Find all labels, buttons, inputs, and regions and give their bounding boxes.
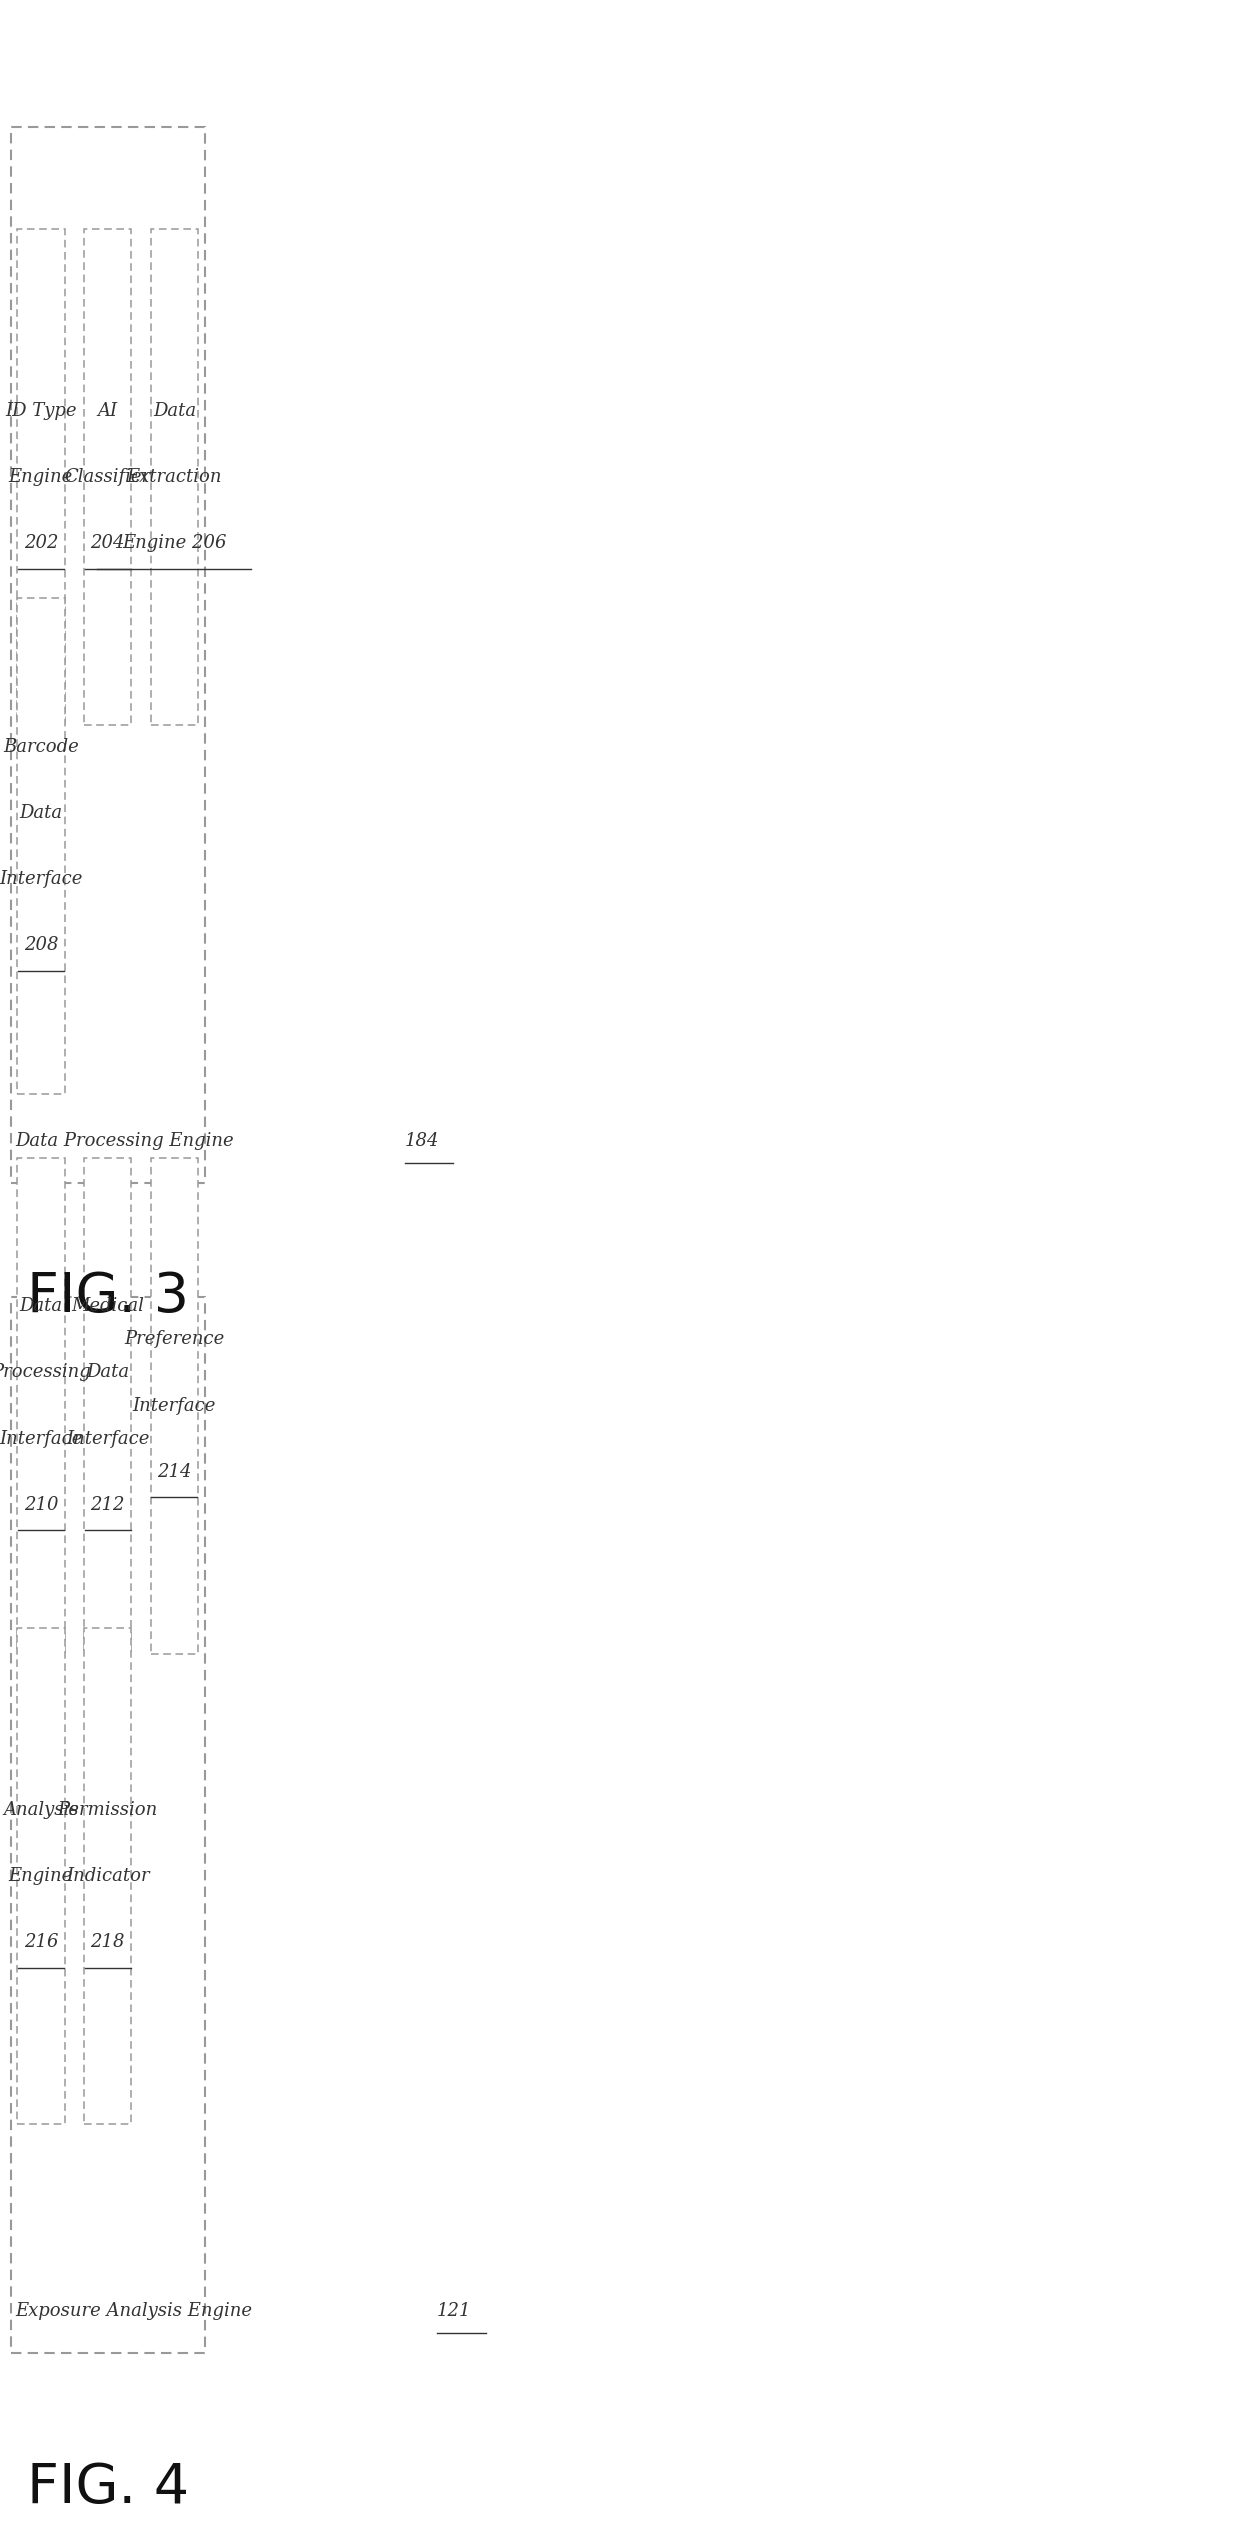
Bar xyxy=(17,598,64,1094)
Bar xyxy=(17,1628,64,2124)
Text: 208: 208 xyxy=(24,936,58,954)
Bar xyxy=(84,1158,131,1654)
Text: ID Type: ID Type xyxy=(5,402,77,420)
Text: Extraction: Extraction xyxy=(126,468,222,486)
Text: 214: 214 xyxy=(157,1463,192,1481)
Bar xyxy=(11,127,205,1183)
Text: Interface: Interface xyxy=(133,1397,216,1414)
Text: Permission: Permission xyxy=(57,1801,157,1819)
Bar xyxy=(11,1297,205,2353)
Text: FIG. 3: FIG. 3 xyxy=(26,1269,188,1325)
Text: 210: 210 xyxy=(24,1496,58,1514)
Text: Classifier: Classifier xyxy=(64,468,151,486)
Text: Data Processing Engine: Data Processing Engine xyxy=(15,1132,246,1150)
Text: Barcode: Barcode xyxy=(2,738,79,756)
Text: 216: 216 xyxy=(24,1933,58,1951)
Bar xyxy=(84,229,131,725)
Text: AI: AI xyxy=(98,402,118,420)
Text: 218: 218 xyxy=(91,1933,125,1951)
Text: 184: 184 xyxy=(404,1132,439,1150)
Text: Engine 206: Engine 206 xyxy=(122,534,227,552)
Text: Data: Data xyxy=(153,402,196,420)
Text: Engine: Engine xyxy=(9,468,73,486)
Text: Preference: Preference xyxy=(124,1331,224,1348)
Text: 204: 204 xyxy=(91,534,125,552)
Bar xyxy=(151,1158,198,1654)
Text: Interface: Interface xyxy=(0,870,83,888)
Text: FIG. 4: FIG. 4 xyxy=(26,2460,188,2516)
Text: Engine: Engine xyxy=(9,1867,73,1885)
Bar xyxy=(17,1158,64,1654)
Text: Data: Data xyxy=(20,804,62,822)
Text: 212: 212 xyxy=(91,1496,125,1514)
Text: Processing: Processing xyxy=(0,1364,91,1381)
Text: 121: 121 xyxy=(438,2302,471,2320)
Bar xyxy=(84,1628,131,2124)
Text: Data: Data xyxy=(86,1364,129,1381)
Text: Analysis: Analysis xyxy=(4,1801,78,1819)
Bar xyxy=(151,229,198,725)
Text: Indicator: Indicator xyxy=(66,1867,150,1885)
Text: Exposure Analysis Engine: Exposure Analysis Engine xyxy=(15,2302,264,2320)
Text: Interface: Interface xyxy=(0,1430,83,1448)
Text: Data: Data xyxy=(20,1297,62,1315)
Text: Interface: Interface xyxy=(66,1430,149,1448)
Bar xyxy=(17,229,64,725)
Text: Medical: Medical xyxy=(71,1297,144,1315)
Text: 202: 202 xyxy=(24,534,58,552)
